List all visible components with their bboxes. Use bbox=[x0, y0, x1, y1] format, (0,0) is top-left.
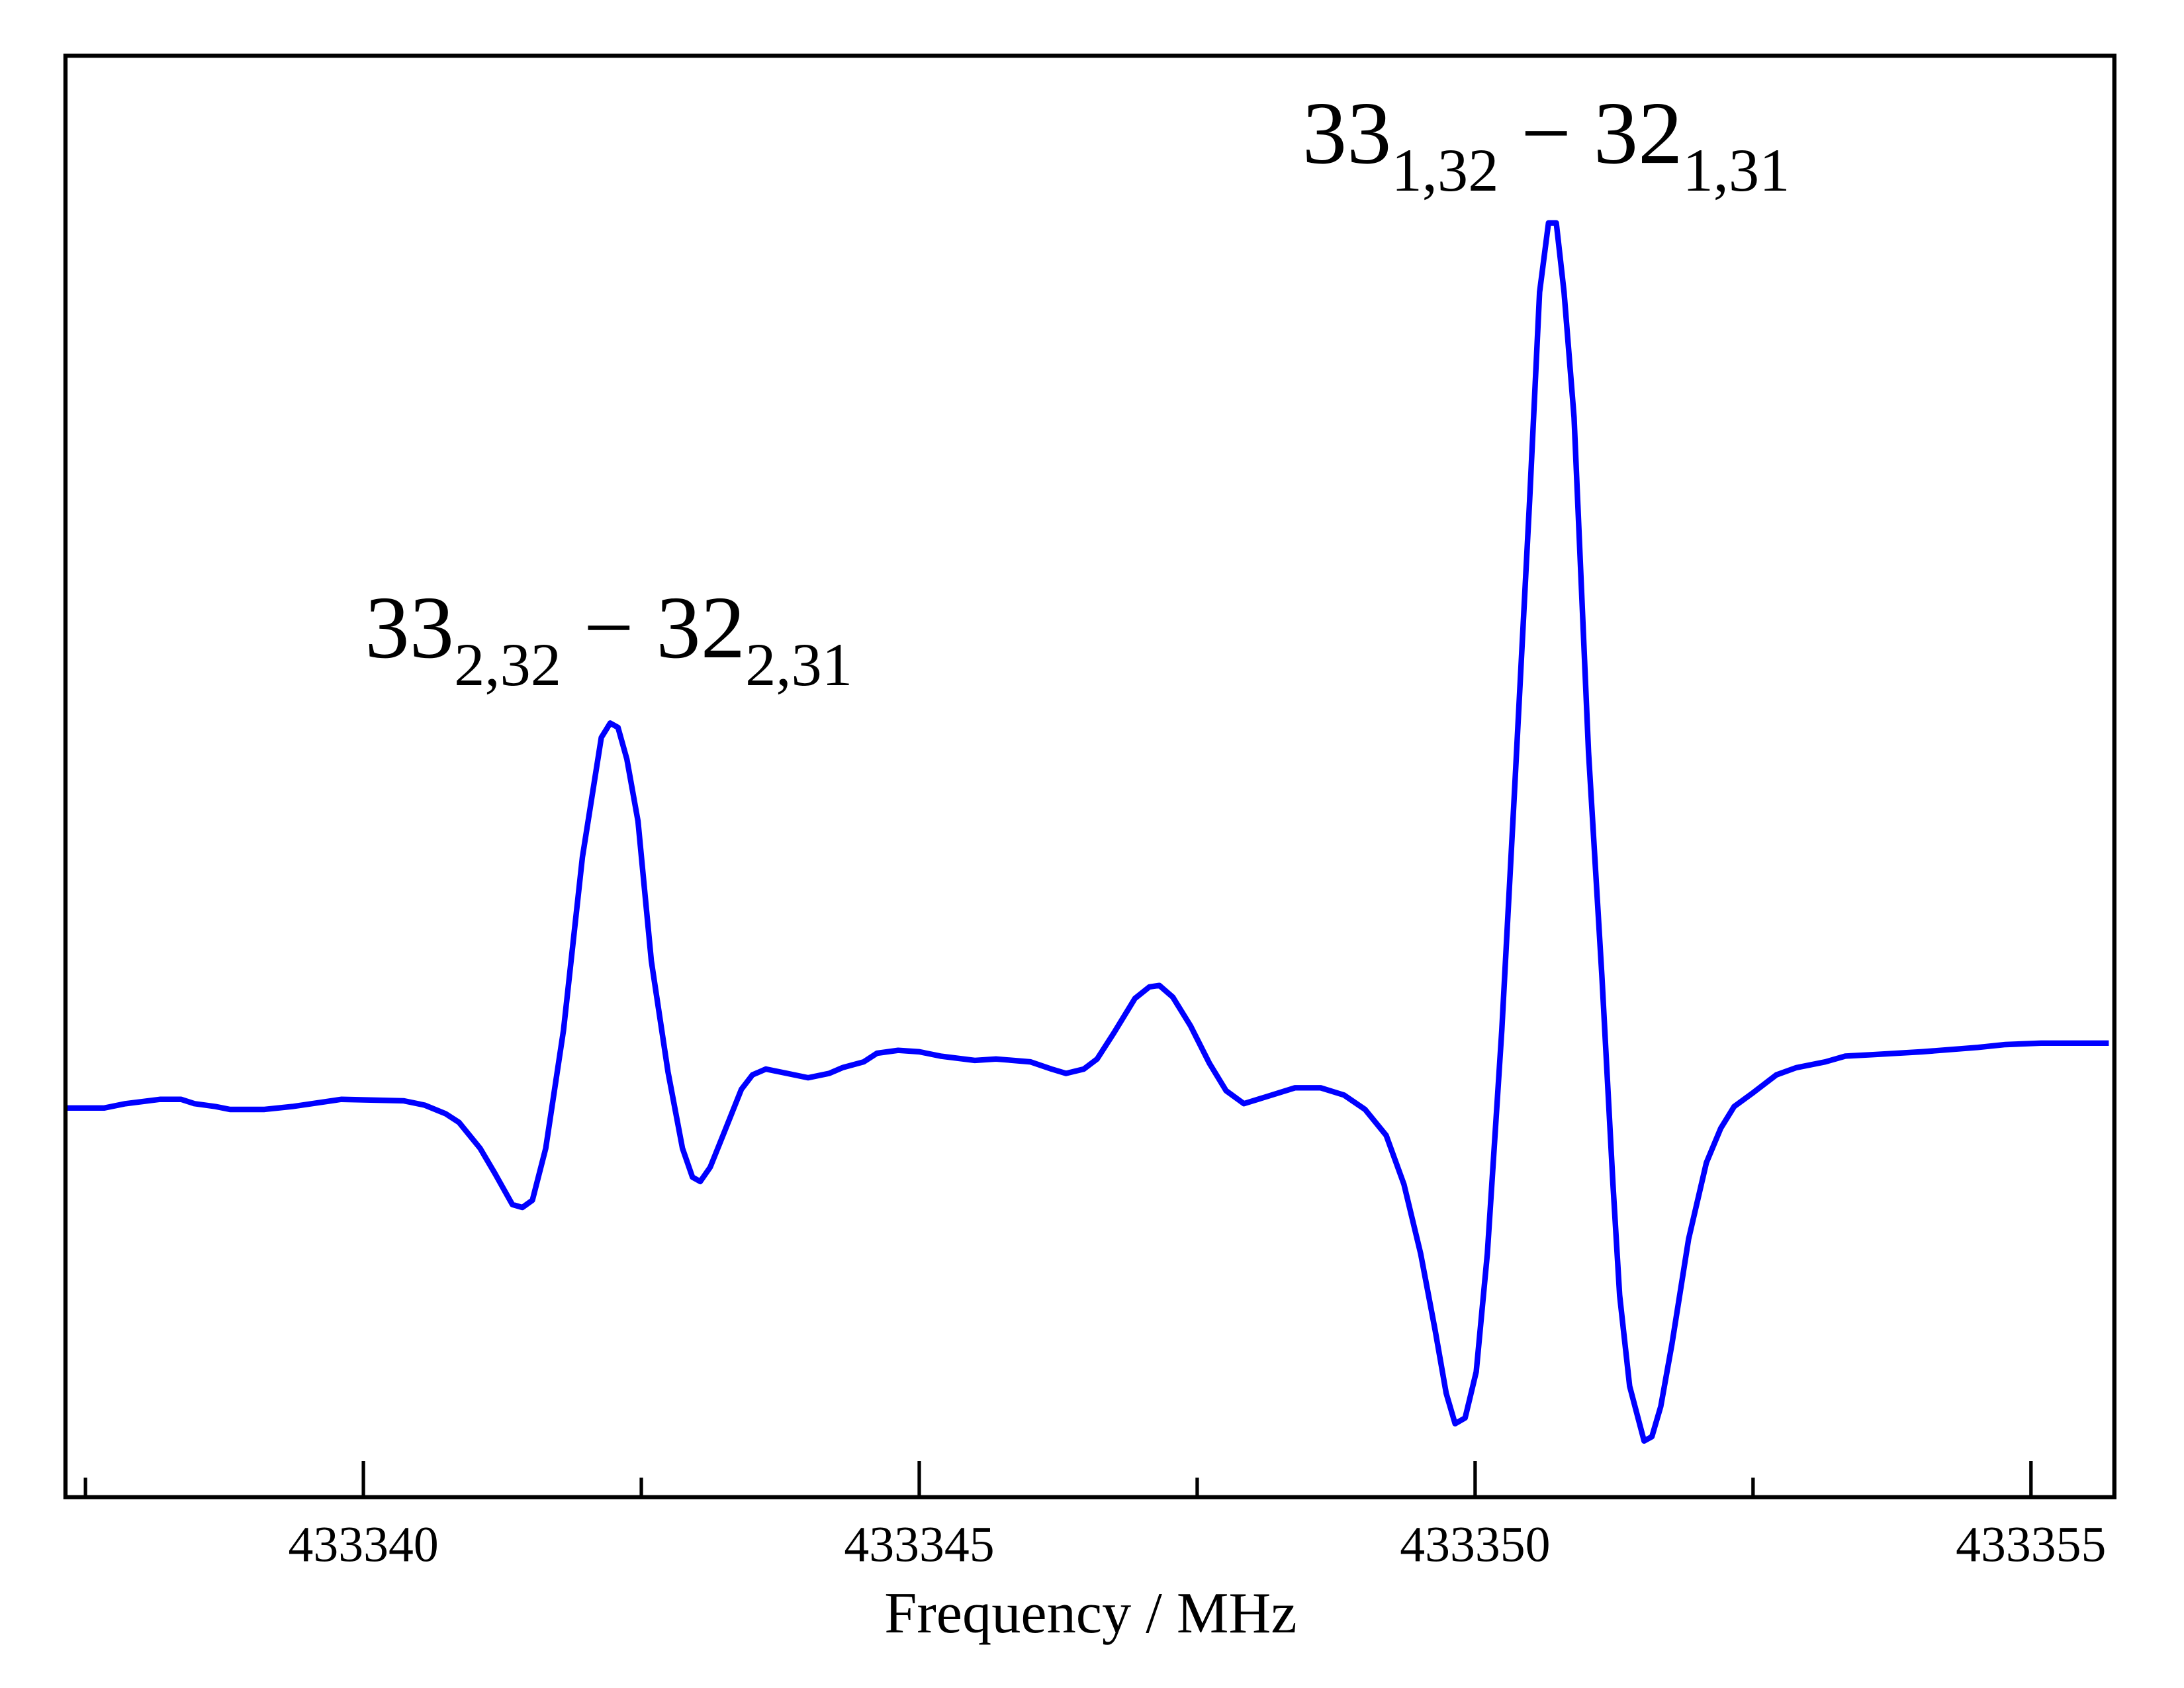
plot-frame bbox=[63, 54, 2116, 1499]
x-tick-label: 433340 bbox=[288, 1517, 438, 1573]
x-tick-label: 433355 bbox=[1956, 1517, 2106, 1573]
x-axis-label: Frequency / MHz bbox=[884, 1581, 1297, 1646]
annotation: 332,32 − 322,31 bbox=[365, 579, 852, 699]
annotation: 331,32 − 321,31 bbox=[1302, 84, 1790, 205]
annotation-text: − 32 bbox=[561, 579, 745, 677]
annotation-subscript: 1,31 bbox=[1682, 137, 1790, 205]
annotation-text: − 32 bbox=[1499, 84, 1683, 183]
x-tick-label: 433350 bbox=[1400, 1517, 1550, 1573]
annotation-subscript: 2,31 bbox=[745, 632, 852, 699]
spectrum-line bbox=[65, 220, 2109, 1444]
annotation-subscript: 1,32 bbox=[1391, 137, 1498, 205]
annotation-subscript: 2,32 bbox=[454, 632, 561, 699]
x-tick-label: 433345 bbox=[844, 1517, 994, 1573]
annotation-text: 33 bbox=[365, 579, 454, 677]
annotation-text: 33 bbox=[1302, 84, 1392, 183]
